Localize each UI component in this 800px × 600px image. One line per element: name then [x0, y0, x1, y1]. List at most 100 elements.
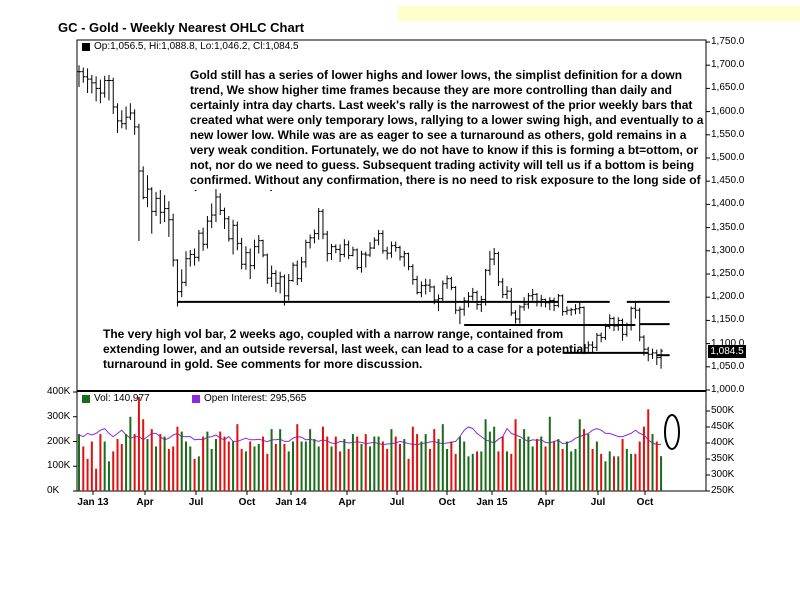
volume-bar	[326, 436, 329, 491]
volume-bar	[292, 441, 294, 491]
price-tick-label: 1,750.0	[711, 36, 745, 47]
volume-bar	[180, 431, 183, 491]
volume-bar	[454, 453, 457, 491]
volume-bar	[548, 416, 551, 491]
ohlc-bar	[620, 318, 625, 341]
volume-bar	[364, 434, 367, 491]
volume-series	[78, 396, 663, 491]
volume-bar	[561, 448, 564, 491]
volume-bar	[390, 429, 393, 491]
ohlc-bar	[646, 346, 651, 362]
ohlc-bar	[106, 74, 111, 101]
open-interest-legend-text: Open Interest: 295,565	[204, 393, 307, 404]
volume-bar	[103, 441, 106, 491]
volume-bar	[531, 446, 534, 491]
volume-bar	[377, 436, 380, 491]
ohlc-bar	[517, 305, 522, 324]
volume-bar	[219, 431, 222, 491]
volume-bar	[244, 451, 247, 491]
volume-bar	[540, 436, 543, 491]
volume-bar	[381, 441, 384, 491]
ohlc-bar	[470, 287, 475, 301]
ohlc-bar	[171, 213, 176, 267]
ohlc-bar	[295, 260, 300, 286]
volume-bar	[428, 448, 431, 491]
ohlc-bar	[475, 290, 480, 310]
ohlc-bar	[102, 75, 107, 98]
volume-bar	[467, 456, 470, 491]
ohlc-bar	[487, 250, 492, 276]
ohlc-bar	[308, 234, 313, 249]
volume-bar	[600, 453, 603, 491]
volume-bar	[630, 453, 633, 491]
volume-bar	[484, 419, 487, 491]
volume-bar	[86, 458, 89, 491]
volume-bar	[407, 458, 410, 491]
volume-bar	[360, 443, 363, 491]
oi-tick-label: 400K	[711, 437, 735, 448]
volume-bar	[236, 424, 239, 491]
volume-bar	[510, 453, 513, 491]
ohlc-readout-text: Op:1,056.5, Hi:1,088.8, Lo:1,046.2, Cl:1…	[94, 41, 299, 52]
ohlc-bar	[278, 271, 283, 294]
ohlc-bar	[376, 229, 381, 246]
ohlc-bar	[530, 288, 535, 301]
volume-bar	[95, 468, 98, 491]
ohlc-bar	[111, 77, 116, 114]
ohlc-bar	[350, 246, 355, 257]
ohlc-bar	[419, 281, 424, 298]
volume-bar	[317, 446, 320, 491]
ohlc-bar	[312, 229, 317, 244]
volume-tick-label: 100K	[47, 460, 71, 472]
ohlc-bar	[573, 304, 578, 315]
time-tick-label: Jan 14	[275, 497, 307, 508]
price-tick-label: 1,550.0	[711, 128, 745, 140]
volume-bar	[172, 446, 175, 491]
volume-bar	[608, 451, 611, 491]
volume-bar	[506, 451, 508, 491]
ohlc-bar	[427, 279, 432, 293]
volume-bar	[488, 431, 491, 491]
price-tick-label: 1,000.0	[711, 384, 745, 395]
ohlc-bar	[346, 240, 351, 260]
ohlc-bar	[196, 229, 201, 262]
volume-bar	[604, 461, 607, 491]
ohlc-bar	[124, 106, 129, 130]
price-tick-label: 1,700.0	[711, 59, 745, 71]
volume-bar	[441, 424, 444, 491]
volume-bar	[433, 429, 436, 491]
ohlc-bar	[175, 259, 180, 307]
price-tick-label: 1,650.0	[711, 82, 745, 94]
volume-bar	[458, 436, 461, 491]
volume-bar	[270, 429, 273, 491]
volume-bar	[223, 436, 226, 491]
ohlc-bar	[179, 269, 184, 298]
ohlc-bar	[205, 216, 210, 249]
open-interest-legend: Open Interest: 295,565	[192, 393, 306, 404]
volume-bar	[356, 436, 359, 491]
volume-bar	[197, 456, 200, 491]
volume-annotation-circle	[664, 414, 680, 450]
volume-bar	[116, 439, 119, 491]
volume-bar	[553, 441, 556, 491]
volume-bar	[617, 456, 620, 491]
ohlc-bar	[556, 293, 561, 308]
volume-bar	[399, 443, 401, 491]
volume-tick-label: 0K	[47, 485, 60, 496]
volume-bar	[420, 441, 423, 491]
volume-bar	[309, 429, 312, 491]
ohlc-bar	[380, 230, 385, 254]
volume-bar	[185, 441, 187, 491]
volume-bar	[351, 434, 354, 491]
ohlc-bar	[141, 166, 146, 200]
price-series	[77, 65, 664, 369]
comment-top: Gold still has a series of lower highs a…	[190, 68, 704, 191]
ohlc-bar	[582, 306, 587, 355]
ohlc-bar	[239, 237, 244, 270]
open-interest-series	[78, 426, 662, 446]
ohlc-bar	[496, 251, 501, 287]
price-tick-label: 1,300.0	[711, 244, 745, 256]
ohlc-bar	[213, 189, 218, 223]
ohlc-bar	[226, 216, 231, 242]
